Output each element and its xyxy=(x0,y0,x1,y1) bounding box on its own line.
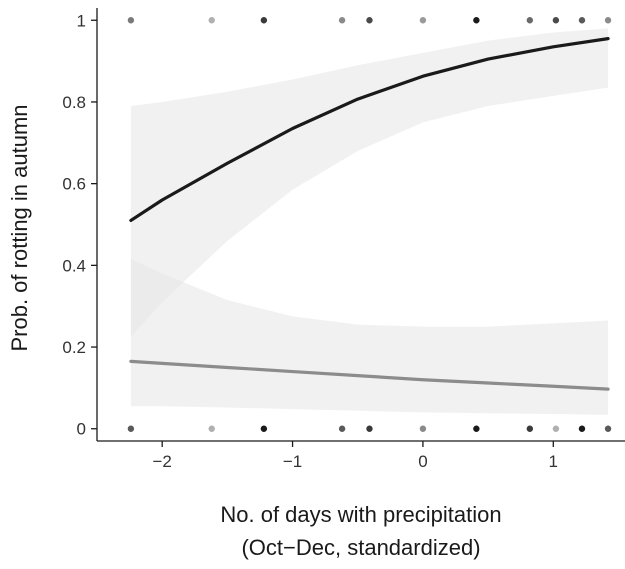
x-tick-label: 0 xyxy=(418,452,427,471)
observation-point xyxy=(127,17,135,24)
y-tick-label: 0.8 xyxy=(62,93,86,112)
observation-point xyxy=(338,425,346,432)
observation-point xyxy=(260,17,268,24)
observation-point xyxy=(552,425,560,432)
observation-points xyxy=(127,17,612,432)
x-ticks: −2 −1 0 1 xyxy=(152,441,558,471)
observation-point xyxy=(260,425,268,432)
observation-point xyxy=(208,17,215,24)
y-tick-label: 1 xyxy=(77,11,86,30)
y-axis-title: Prob. of rotting in autumn xyxy=(7,104,32,351)
observation-point xyxy=(604,17,612,24)
observation-point xyxy=(419,17,427,24)
x-axis-title-line2: (Oct−Dec, standardized) xyxy=(241,535,480,560)
y-tick-label: 0 xyxy=(77,420,86,439)
confidence-bands xyxy=(130,28,609,415)
observation-point xyxy=(552,17,560,24)
x-tick-label: 1 xyxy=(549,452,558,471)
fitted-line-1 xyxy=(129,37,610,223)
observation-point xyxy=(578,425,586,432)
x-axis-title-line1: No. of days with precipitation xyxy=(220,502,501,527)
observation-point xyxy=(604,425,612,432)
observation-point xyxy=(338,17,346,24)
observation-point xyxy=(366,17,373,24)
observation-point xyxy=(419,425,427,432)
observation-point xyxy=(208,425,215,432)
fitted-lines xyxy=(129,37,610,391)
y-tick-label: 0.4 xyxy=(62,256,86,275)
confidence-band-2 xyxy=(130,259,609,415)
y-tick-label: 0.2 xyxy=(62,338,86,357)
observation-point xyxy=(578,17,586,24)
observation-point xyxy=(127,425,135,432)
y-ticks: 0 0.2 0.4 0.6 0.8 1 xyxy=(62,11,97,439)
observation-point xyxy=(526,425,534,432)
y-tick-label: 0.6 xyxy=(62,175,86,194)
axes xyxy=(96,8,625,442)
observation-point xyxy=(366,425,373,432)
x-tick-label: −2 xyxy=(152,452,171,471)
confidence-band-1 xyxy=(130,28,609,337)
fitted-line-2 xyxy=(129,359,610,391)
observation-point xyxy=(473,17,480,24)
x-tick-label: −1 xyxy=(283,452,302,471)
observation-point xyxy=(473,425,480,432)
observation-point xyxy=(526,17,534,24)
